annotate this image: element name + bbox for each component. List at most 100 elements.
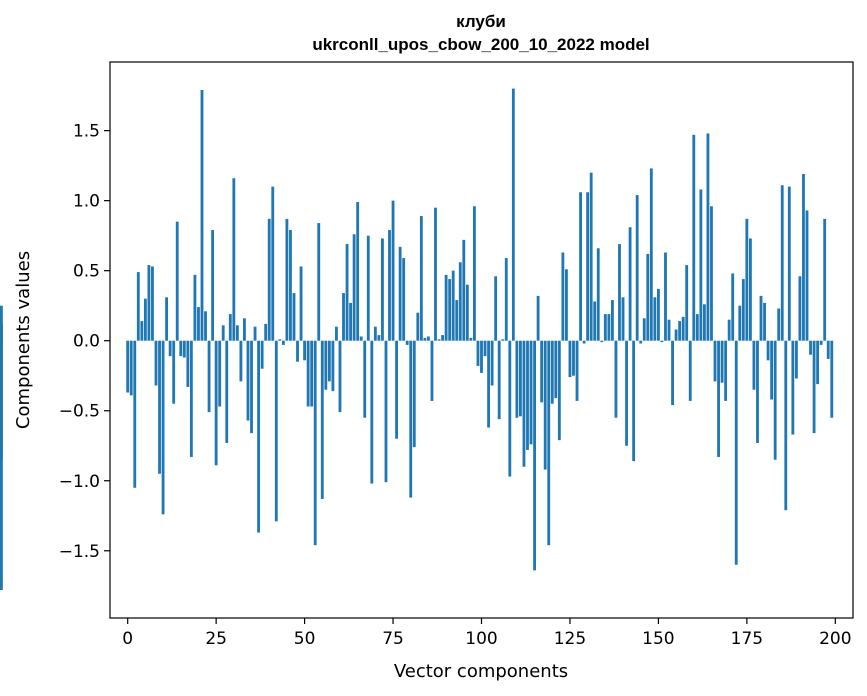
bar: [794, 340, 798, 379]
bar: [579, 192, 582, 341]
bar: [688, 340, 692, 401]
x-tick-label: 125: [554, 629, 586, 649]
bar: [674, 329, 678, 341]
bar: [561, 252, 565, 341]
x-tick-label: 175: [731, 629, 763, 649]
bar: [565, 269, 568, 341]
bar: [610, 300, 614, 341]
y-axis-ticks: −1.5 −1.0 −0.5 0.0 0.5 1.0 1.5: [59, 122, 110, 562]
bar: [572, 340, 575, 376]
bar: [172, 340, 176, 404]
bar: [621, 297, 625, 341]
bar: [391, 200, 395, 341]
bar: [200, 90, 204, 341]
bar: [501, 339, 505, 341]
bar: [759, 295, 763, 341]
x-tick-label: 50: [294, 629, 316, 649]
bar: [0, 305, 3, 341]
bar: [508, 340, 512, 477]
bar: [519, 340, 522, 417]
x-tick-label: 100: [465, 629, 497, 649]
bar: [628, 227, 632, 341]
bar: [699, 189, 703, 341]
bar: [710, 206, 713, 341]
bar: [250, 340, 253, 434]
bar: [632, 340, 636, 462]
bar: [664, 252, 667, 341]
bar: [504, 258, 508, 341]
bar: [214, 340, 218, 466]
bar: [218, 340, 222, 407]
bar: [490, 340, 494, 386]
y-tick-label: 1.5: [73, 122, 100, 142]
bar: [681, 316, 685, 341]
bar: [129, 340, 133, 396]
bar: [805, 210, 809, 341]
bar: [405, 340, 409, 345]
bar: [260, 340, 264, 369]
y-tick-label: −0.5: [59, 402, 100, 422]
y-axis-label: Components values: [13, 251, 34, 429]
bar: [639, 340, 643, 344]
bar: [165, 297, 169, 341]
bar: [547, 340, 551, 546]
bar: [373, 326, 377, 341]
bar: [324, 340, 328, 390]
bar: [635, 195, 639, 341]
bar: [607, 314, 611, 341]
bar: [671, 340, 674, 406]
bar: [278, 339, 282, 341]
bar: [692, 134, 696, 341]
bar: [600, 340, 604, 343]
bar: [625, 340, 628, 446]
bar: [731, 273, 735, 341]
bar: [158, 340, 161, 474]
bar: [465, 284, 469, 341]
bar: [395, 340, 398, 439]
bar: [816, 340, 820, 385]
bar: [462, 239, 466, 341]
bar: [734, 340, 738, 565]
bar: [557, 340, 561, 441]
bar: [154, 340, 158, 386]
bar: [126, 340, 130, 393]
bar: [161, 340, 165, 515]
x-axis-label: Vector components: [394, 661, 568, 682]
bar: [228, 314, 232, 341]
bar: [656, 288, 660, 341]
bar: [147, 265, 151, 341]
bar: [243, 318, 246, 341]
bar: [660, 340, 664, 343]
bar: [575, 340, 579, 401]
bar: [388, 230, 391, 341]
bar: [434, 207, 437, 341]
bar: [402, 258, 406, 341]
bar: [702, 304, 706, 341]
bar: [331, 340, 335, 392]
bar: [271, 186, 275, 341]
bar: [186, 340, 190, 387]
bar: [586, 192, 590, 341]
bar: [225, 340, 229, 443]
bar: [511, 88, 515, 341]
bar: [780, 185, 784, 341]
bar: [784, 340, 788, 511]
bar: [239, 340, 243, 382]
bar: [345, 244, 349, 341]
bar: [720, 340, 724, 383]
x-tick-label: 25: [205, 629, 227, 649]
bar: [476, 340, 480, 366]
bar: [409, 340, 413, 498]
bar: [494, 276, 498, 341]
bar: [427, 336, 430, 341]
bar: [798, 276, 802, 341]
bar: [727, 319, 731, 341]
bar: [0, 325, 3, 341]
bar: [458, 262, 462, 341]
bar: [543, 340, 547, 470]
bar: [809, 340, 812, 355]
bar: [197, 307, 200, 341]
bar: [221, 325, 225, 341]
bar: [819, 340, 823, 345]
bar: [540, 340, 544, 403]
